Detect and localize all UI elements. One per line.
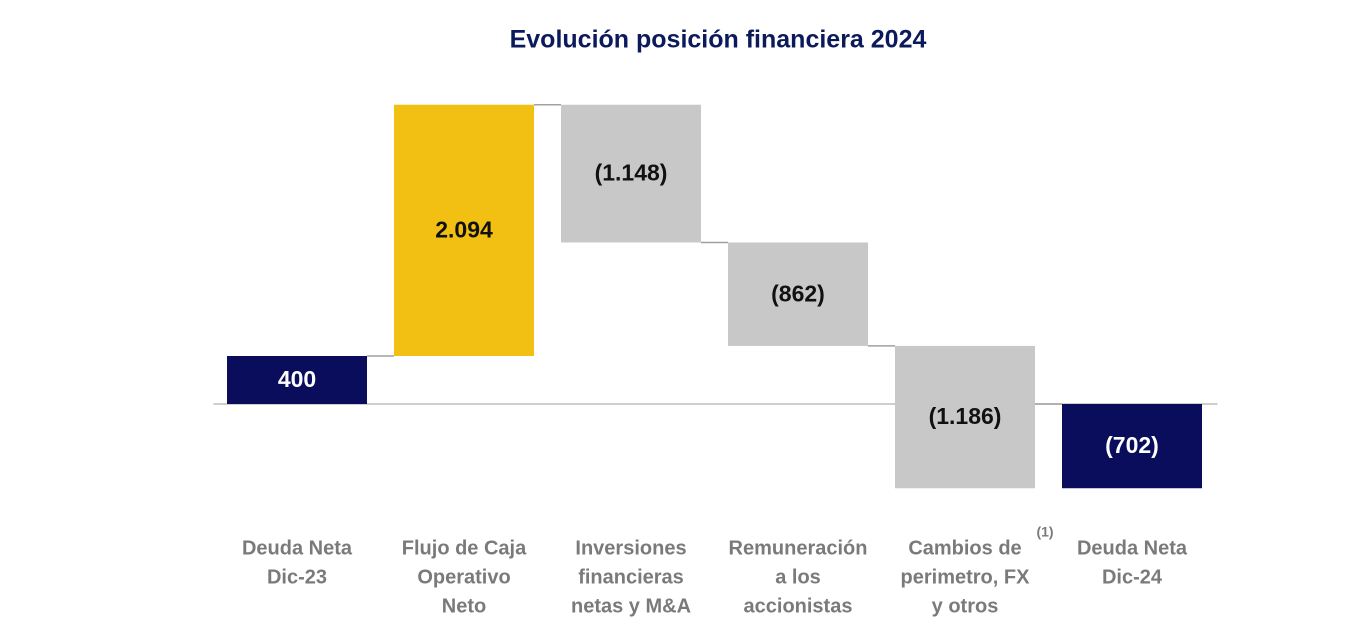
x-tick-label: y otros <box>932 595 999 617</box>
x-tick-label: Remuneración <box>729 537 868 559</box>
x-tick-label: Deuda Neta <box>242 537 353 559</box>
x-tick-label: Deuda Neta <box>1077 537 1188 559</box>
x-tick-label: accionistas <box>744 595 853 617</box>
x-tick-label: Dic-23 <box>267 566 327 588</box>
x-tick-label: Inversiones <box>575 537 686 559</box>
value-label: (862) <box>771 280 825 306</box>
value-label: 400 <box>278 366 316 392</box>
x-tick-label: Operativo <box>417 566 510 588</box>
x-tick-label: Dic-24 <box>1102 566 1163 588</box>
bar <box>561 104 701 243</box>
value-label: 2.094 <box>435 216 493 242</box>
bar <box>1062 404 1202 489</box>
bar <box>227 356 367 404</box>
value-label: (1.186) <box>929 403 1002 429</box>
x-tick-label: Flujo de Caja <box>402 537 527 559</box>
x-tick-label: perimetro, FX <box>901 566 1031 588</box>
value-label: (1.148) <box>595 160 668 186</box>
value-label: (702) <box>1105 432 1159 458</box>
bar <box>728 242 868 346</box>
chart-title: Evolución posición financiera 2024 <box>510 26 927 54</box>
bar <box>394 104 534 356</box>
annotation: (1) <box>1036 524 1053 540</box>
bar <box>895 345 1035 489</box>
x-tick-label: a los <box>775 566 821 588</box>
x-tick-label: netas y M&A <box>571 595 691 617</box>
x-tick-label: financieras <box>578 566 684 588</box>
x-tick-label: Cambios de <box>908 537 1021 559</box>
x-tick-label: Neto <box>442 595 486 617</box>
